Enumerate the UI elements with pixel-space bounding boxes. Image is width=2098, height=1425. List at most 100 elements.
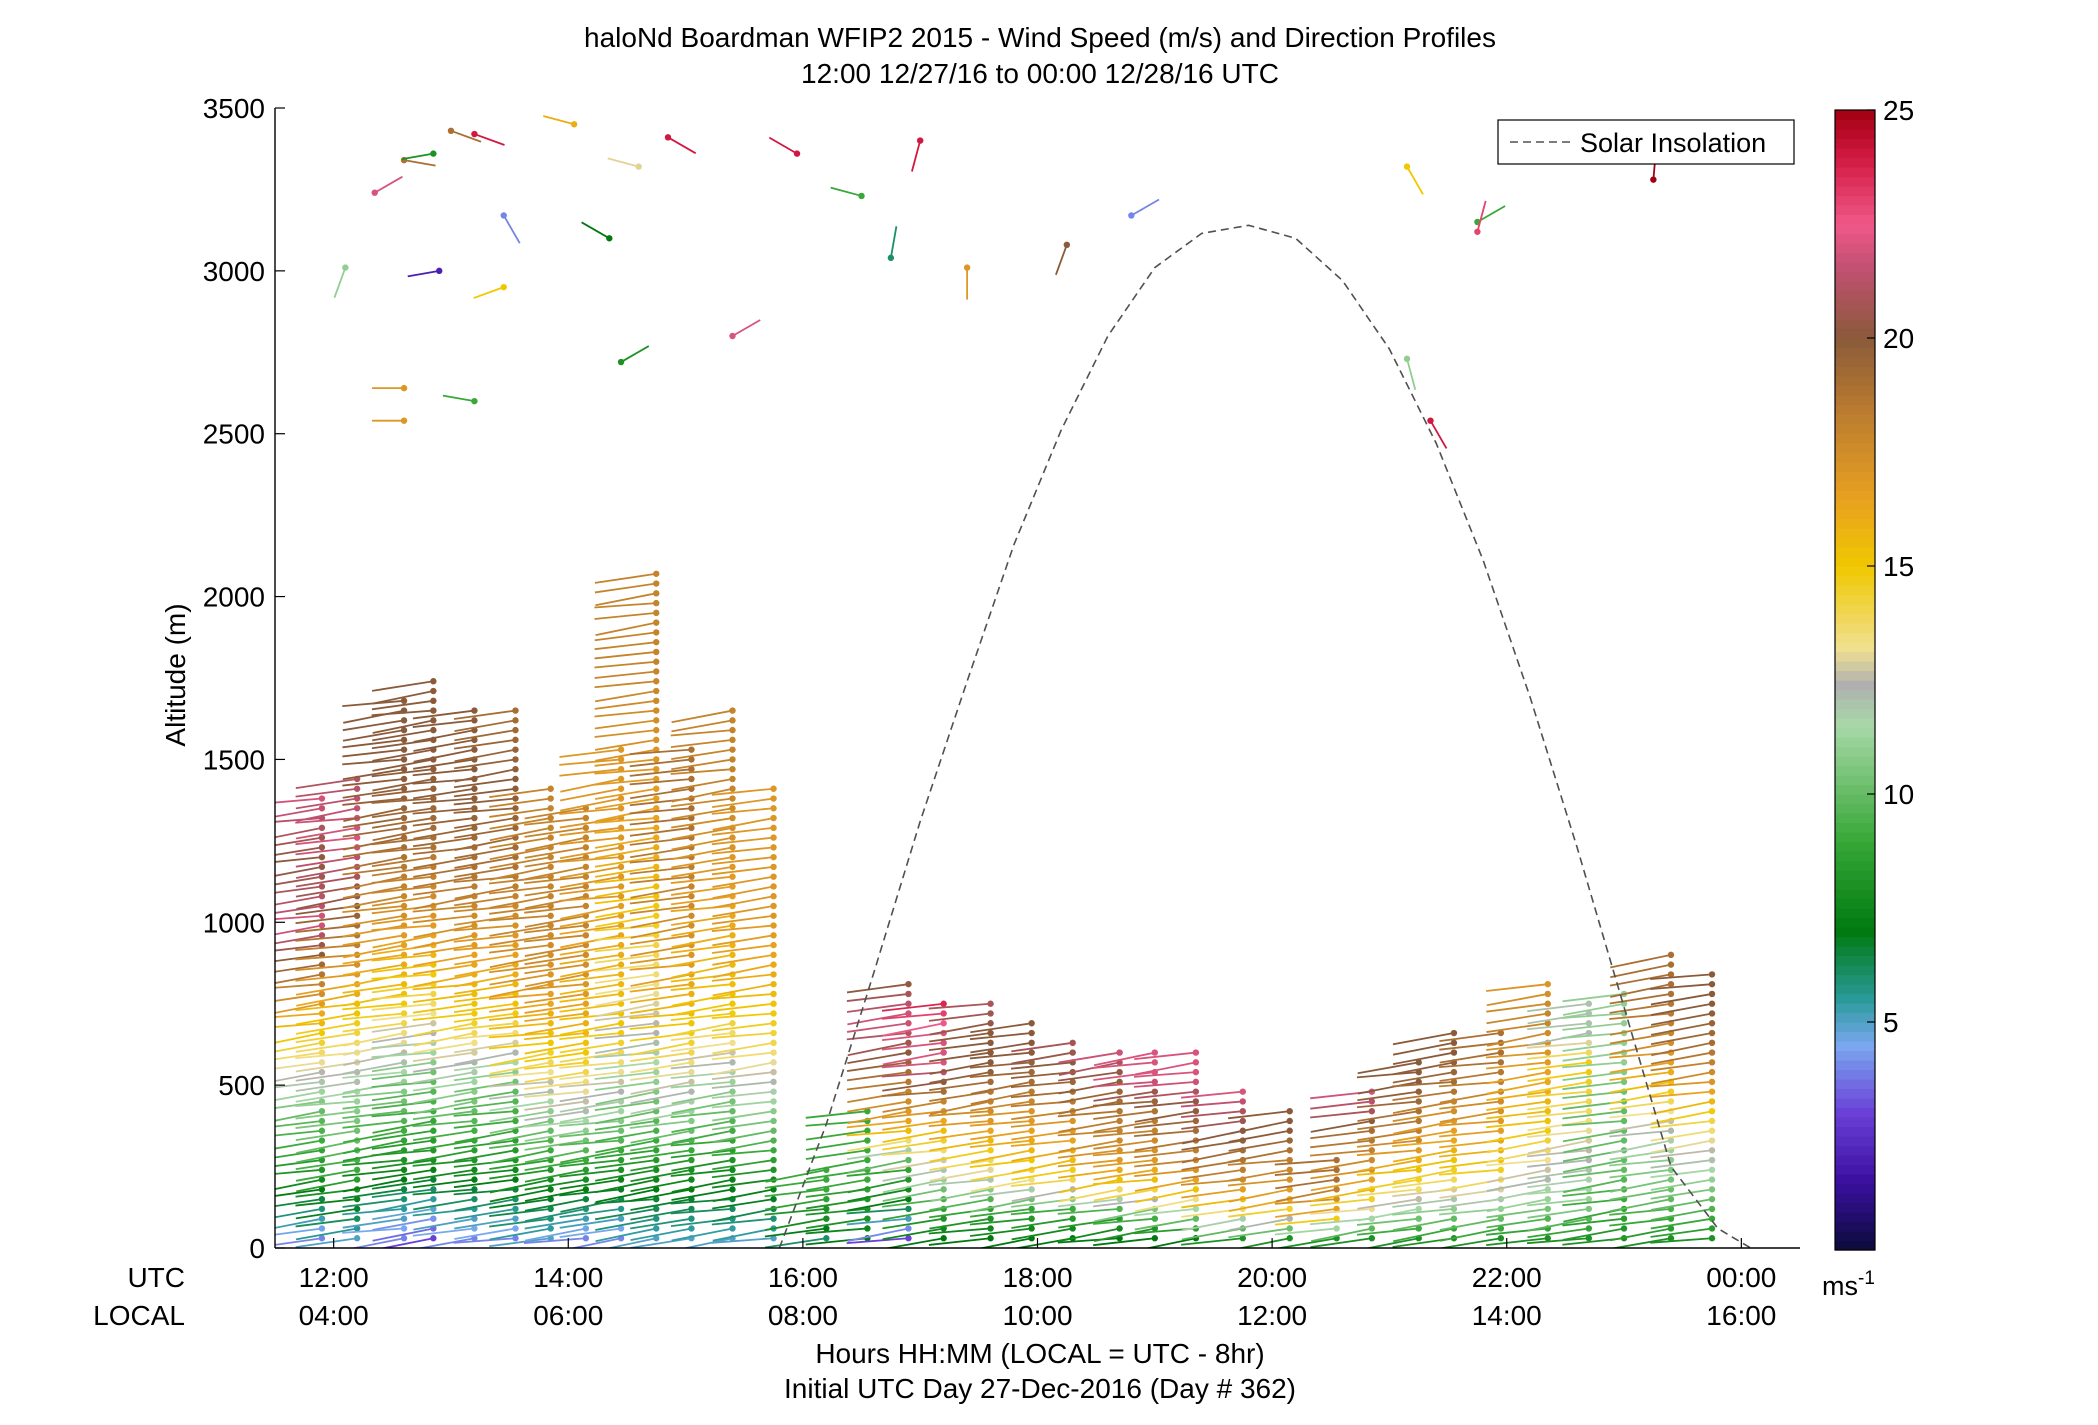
wind-barb — [667, 136, 697, 155]
wind-barb — [454, 1149, 516, 1162]
wind-barb — [524, 895, 587, 910]
wind-barb-dot — [318, 873, 326, 880]
wind-barb — [1527, 1002, 1589, 1013]
wind-barb-dot — [940, 1215, 947, 1222]
wind-barb — [524, 1041, 587, 1055]
wind-barb-dot — [617, 1166, 625, 1174]
wind-barb-dot — [471, 397, 478, 405]
wind-barb-dot — [318, 1127, 326, 1134]
wind-barb-dot — [905, 1108, 912, 1115]
wind-barb-dot — [512, 717, 519, 724]
wind-barb — [629, 768, 692, 777]
wind-barb — [412, 993, 475, 1004]
wind-barb — [1357, 1178, 1419, 1192]
colorbar-segment — [1835, 1107, 1875, 1118]
wind-barb-dot — [471, 922, 478, 929]
wind-barb-dot — [770, 834, 777, 841]
wind-barb-dot — [729, 1059, 736, 1066]
wind-barb — [1309, 1208, 1372, 1215]
wind-barb-dot — [770, 932, 777, 939]
wind-barb — [371, 856, 434, 868]
wind-barb — [929, 1032, 991, 1043]
wind-barb — [846, 993, 909, 1002]
wind-barb — [671, 1178, 733, 1193]
wind-barb — [712, 905, 774, 918]
wind-barb-dot — [653, 1205, 660, 1213]
wind-barb — [1527, 1129, 1589, 1138]
wind-barb-dot — [471, 1127, 478, 1134]
wind-barb — [595, 1110, 657, 1125]
wind-barb — [594, 1198, 657, 1205]
colorbar-segment — [1835, 566, 1875, 577]
wind-barb — [594, 1061, 657, 1071]
wind-barb — [295, 1080, 358, 1092]
wind-barb-dot — [547, 922, 554, 929]
wind-barb-dot — [617, 1068, 625, 1076]
wind-barb — [524, 1208, 587, 1222]
wind-barb-dot — [582, 834, 590, 841]
wind-barb — [929, 1159, 991, 1171]
wind-barb — [371, 787, 434, 797]
wind-barb-dot — [653, 1029, 660, 1037]
wind-barb — [371, 1178, 434, 1190]
wind-barb-dot — [353, 795, 361, 802]
wind-barb-dot — [1028, 1205, 1035, 1213]
wind-barb — [275, 905, 323, 914]
wind-barb — [1092, 1217, 1155, 1225]
wind-barb-dot — [987, 1127, 994, 1134]
wind-barb — [595, 1188, 657, 1204]
wind-barb-dot — [864, 1225, 871, 1232]
wind-barb-dot — [729, 873, 736, 880]
wind-barb-dot — [547, 863, 554, 871]
wind-barb — [295, 1012, 358, 1026]
wind-barb — [594, 1159, 657, 1170]
wind-barb-dot — [653, 853, 660, 861]
wind-barb — [605, 1237, 657, 1248]
wind-barb-dot — [400, 1195, 408, 1203]
wind-barb — [847, 1100, 909, 1113]
wind-barb — [524, 1129, 587, 1142]
wind-barb-dot — [1620, 1117, 1628, 1125]
wind-barb — [559, 885, 622, 895]
wind-barb — [450, 129, 482, 143]
wind-barb — [275, 1227, 323, 1236]
wind-barb-dot — [512, 1078, 519, 1086]
wind-barb — [489, 924, 551, 937]
wind-barb-dot — [318, 932, 326, 939]
colorbar-segment — [1835, 1060, 1875, 1071]
wind-barb — [453, 1110, 516, 1117]
wind-barb — [275, 826, 323, 839]
wind-barb-dot — [1667, 951, 1675, 959]
wind-barb — [671, 1188, 733, 1201]
wind-barb — [453, 875, 516, 883]
wind-barb — [1180, 1110, 1243, 1119]
wind-barb-dot — [987, 1029, 994, 1037]
wind-barb — [670, 1168, 733, 1177]
wind-barb — [1392, 1178, 1455, 1189]
wind-barb — [1356, 1149, 1419, 1157]
wind-barb — [670, 944, 733, 954]
wind-barb — [560, 1149, 622, 1164]
wind-barb — [454, 856, 516, 869]
wind-barb — [969, 1159, 1032, 1168]
wind-barb-dot — [729, 756, 736, 763]
wind-barb-dot — [617, 358, 625, 366]
wind-barb — [489, 934, 551, 946]
wind-barb — [1609, 1159, 1672, 1167]
wind-barb — [412, 1159, 475, 1167]
wind-barb — [1439, 1071, 1501, 1082]
wind-barb-dot — [1151, 1166, 1159, 1174]
wind-barb — [630, 1041, 692, 1056]
wind-barb-dot — [471, 883, 478, 890]
wind-barb — [671, 778, 733, 791]
wind-barb — [524, 983, 586, 991]
wind-barb — [1228, 1168, 1290, 1182]
wind-barb-dot — [1286, 1127, 1293, 1134]
wind-barb-dot — [1450, 1195, 1458, 1203]
wind-barb — [594, 768, 657, 775]
wind-barb — [1609, 1071, 1672, 1081]
wind-barb — [764, 1227, 827, 1238]
wind-barb-dot — [430, 726, 437, 734]
wind-barb-dot — [1286, 1176, 1293, 1183]
